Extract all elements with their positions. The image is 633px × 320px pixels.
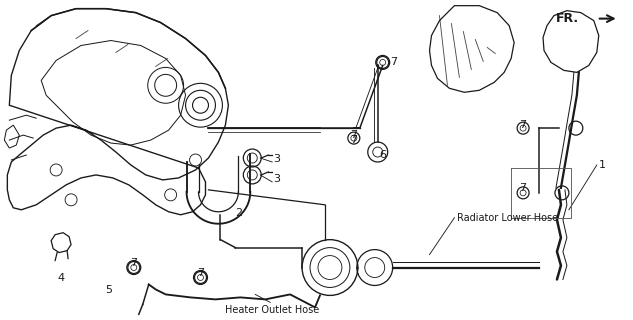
Text: Radiator Lower Hose: Radiator Lower Hose	[458, 213, 558, 223]
Text: 1: 1	[599, 160, 606, 170]
Text: 5: 5	[106, 285, 113, 295]
Text: 7: 7	[520, 183, 527, 193]
Text: 7: 7	[390, 57, 397, 68]
Text: 7: 7	[197, 268, 204, 277]
Text: 3: 3	[273, 154, 280, 164]
Text: 2: 2	[235, 208, 242, 218]
Text: 6: 6	[380, 150, 387, 160]
Text: 7: 7	[350, 130, 358, 140]
Text: 7: 7	[130, 258, 137, 268]
Text: 7: 7	[520, 120, 527, 130]
Text: FR.: FR.	[556, 12, 579, 25]
Text: Heater Outlet Hose: Heater Outlet Hose	[225, 305, 319, 316]
Text: 3: 3	[273, 174, 280, 184]
Text: 7: 7	[350, 135, 358, 145]
Text: 4: 4	[58, 273, 65, 283]
